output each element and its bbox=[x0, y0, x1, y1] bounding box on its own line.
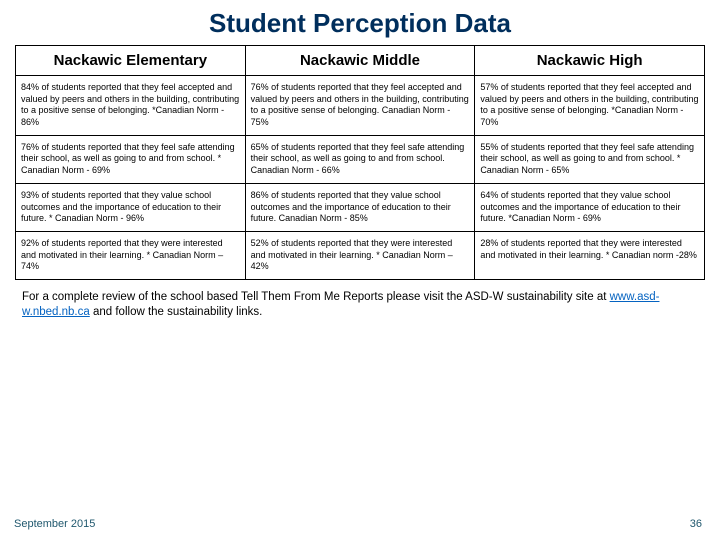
cell: 52% of students reported that they were … bbox=[245, 231, 475, 279]
cell: 84% of students reported that they feel … bbox=[16, 76, 246, 136]
cell: 57% of students reported that they feel … bbox=[475, 76, 705, 136]
col-header-middle: Nackawic Middle bbox=[245, 46, 475, 76]
footnote-text-pre: For a complete review of the school base… bbox=[22, 291, 610, 303]
col-header-elementary: Nackawic Elementary bbox=[16, 46, 246, 76]
col-header-high: Nackawic High bbox=[475, 46, 705, 76]
footnote-text-post: and follow the sustainability links. bbox=[93, 306, 262, 318]
cell: 55% of students reported that they feel … bbox=[475, 135, 705, 183]
table-row: 84% of students reported that they feel … bbox=[16, 76, 705, 136]
page-number: 36 bbox=[690, 518, 702, 530]
cell: 93% of students reported that they value… bbox=[16, 183, 246, 231]
perception-table: Nackawic Elementary Nackawic Middle Nack… bbox=[15, 45, 705, 280]
footnote: For a complete review of the school base… bbox=[0, 280, 720, 320]
footer-date: September 2015 bbox=[14, 518, 95, 530]
table-row: 76% of students reported that they feel … bbox=[16, 135, 705, 183]
table-row: 92% of students reported that they were … bbox=[16, 231, 705, 279]
cell: 28% of students reported that they were … bbox=[475, 231, 705, 279]
cell: 76% of students reported that they feel … bbox=[245, 76, 475, 136]
cell: 64% of students reported that they value… bbox=[475, 183, 705, 231]
table-row: 93% of students reported that they value… bbox=[16, 183, 705, 231]
cell: 86% of students reported that they value… bbox=[245, 183, 475, 231]
cell: 76% of students reported that they feel … bbox=[16, 135, 246, 183]
cell: 92% of students reported that they were … bbox=[16, 231, 246, 279]
table-header-row: Nackawic Elementary Nackawic Middle Nack… bbox=[16, 46, 705, 76]
page-title: Student Perception Data bbox=[0, 0, 720, 45]
cell: 65% of students reported that they feel … bbox=[245, 135, 475, 183]
